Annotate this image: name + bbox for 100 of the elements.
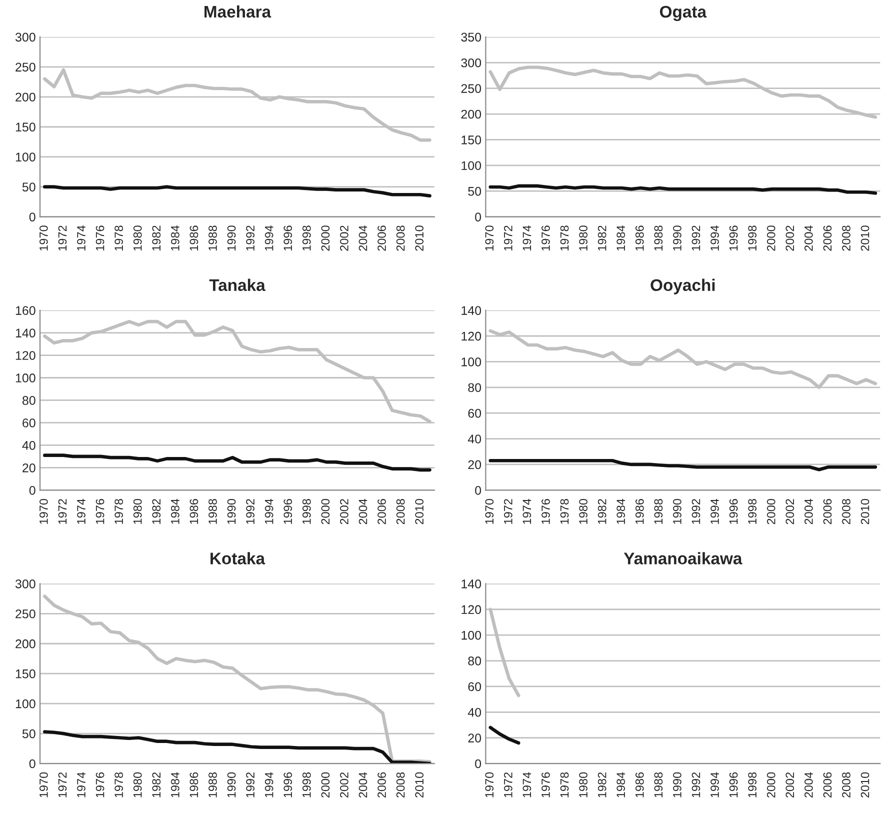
x-tick-label: 2002 (786, 499, 794, 524)
x-tick-label: 2006 (378, 499, 386, 524)
x-tick-label: 2004 (358, 772, 368, 798)
x-tick-label: 1994 (710, 772, 719, 798)
y-tick-label: 80 (22, 396, 36, 405)
line-series (488, 458, 878, 472)
y-tick-label: 20 (468, 460, 482, 470)
y-tick-label: 150 (462, 136, 482, 144)
x-tick-label: 1994 (264, 498, 274, 524)
x-tick-label: 2004 (804, 772, 813, 798)
x-tick-label: 1976 (96, 772, 104, 798)
x-tick-label: 1988 (654, 226, 663, 250)
x-tick-label: 1982 (598, 772, 606, 798)
x-tick-label: 2010 (860, 772, 870, 798)
y-tick-label: 250 (16, 62, 36, 72)
x-tick-label: 2000 (321, 498, 330, 524)
x-tick-label: 1990 (673, 498, 682, 524)
y-tick-label: 60 (468, 408, 482, 418)
x-tick-label: 1990 (227, 226, 236, 250)
x-tick-label: 1998 (302, 499, 311, 524)
x-tick-label: 1994 (264, 772, 274, 798)
x-tick-label: 1972 (504, 772, 512, 798)
y-tick-label: 40 (22, 441, 36, 450)
x-tick-label: 1984 (616, 225, 626, 250)
y-tick-label: 300 (461, 58, 482, 68)
x-tick-label: 1982 (598, 226, 606, 250)
x-tick-label: 2000 (321, 226, 330, 251)
x-tick-label: 1972 (58, 499, 67, 524)
x-tick-label: 1974 (522, 225, 532, 250)
x-tick-label: 1980 (133, 226, 142, 250)
x-tick-label: 1998 (748, 772, 757, 798)
y-tick-label: 250 (16, 609, 36, 618)
x-tick-label: 1986 (635, 226, 644, 250)
x-tick-label: 1970 (40, 226, 48, 250)
x-tick-label: 1992 (692, 772, 700, 798)
x-tick-label: 2004 (358, 498, 368, 524)
x-tick-label: 1990 (227, 498, 236, 524)
y-tick-label: 350 (461, 32, 482, 42)
line-series (488, 329, 878, 390)
y-tick-label: 20 (22, 463, 36, 472)
x-tick-label: 1998 (302, 226, 311, 250)
y-tick-label: 250 (461, 84, 482, 93)
x-tick-label: 2002 (786, 772, 794, 798)
x-tick-label: 1982 (152, 499, 161, 524)
x-tick-label: 2006 (823, 772, 832, 798)
x-tick-label: 1970 (485, 226, 494, 250)
y-tick-label: 100 (16, 699, 36, 708)
x-tick-label: 2002 (340, 226, 348, 251)
x-tick-label: 1970 (40, 498, 48, 524)
x-tick-label: 2010 (860, 498, 870, 524)
x-tick-label: 1984 (170, 225, 180, 250)
line-series (43, 454, 432, 472)
x-tick-label: 1994 (710, 498, 719, 524)
x-tick-label: 1994 (264, 225, 274, 250)
x-tick-label: 2010 (415, 226, 424, 251)
y-tick-label: 300 (15, 32, 36, 42)
chart-title: Maehara (204, 5, 272, 18)
chart-title: Ogata (660, 6, 707, 22)
line-series (43, 730, 432, 764)
x-tick-label: 1974 (77, 772, 86, 798)
x-tick-label: 1970 (485, 772, 494, 798)
line-series (43, 68, 432, 142)
x-tick-label: 1986 (635, 499, 644, 524)
x-tick-label: 2002 (786, 226, 794, 251)
x-tick-label: 1978 (114, 226, 123, 250)
x-tick-label: 1978 (114, 772, 123, 798)
y-tick-label: 0 (475, 759, 482, 768)
line-series (43, 185, 432, 198)
x-tick-label: 2004 (358, 225, 368, 251)
y-tick-label: 300 (15, 579, 36, 588)
x-tick-label: 1974 (522, 498, 532, 524)
y-tick-label: 200 (461, 110, 482, 119)
y-tick-label: 120 (462, 332, 482, 341)
x-tick-label: 1992 (692, 226, 700, 250)
x-tick-label: 2008 (396, 226, 405, 251)
x-tick-label: 1988 (654, 499, 663, 524)
x-tick-label: 1998 (748, 499, 757, 524)
x-tick-label: 2004 (804, 225, 813, 251)
y-tick-label: 50 (468, 186, 482, 196)
x-tick-label: 2000 (766, 498, 776, 524)
y-tick-label: 0 (29, 759, 36, 768)
x-tick-label: 1976 (542, 772, 550, 798)
y-tick-label: 0 (475, 212, 482, 222)
x-tick-label: 1980 (133, 498, 142, 524)
y-tick-label: 200 (16, 639, 36, 648)
x-tick-label: 1974 (77, 225, 86, 250)
x-tick-label: 1984 (170, 772, 180, 798)
y-tick-label: 140 (462, 579, 482, 588)
x-tick-label: 1990 (673, 226, 682, 250)
line-series (488, 726, 520, 745)
x-tick-label: 1980 (579, 498, 588, 524)
x-tick-label: 1996 (284, 226, 292, 250)
x-tick-label: 1988 (208, 499, 217, 524)
x-tick-label: 2006 (823, 226, 832, 251)
y-tick-label: 40 (468, 434, 482, 444)
x-tick-label: 1972 (58, 772, 67, 798)
x-tick-label: 2008 (842, 226, 850, 251)
x-tick-label: 2008 (396, 772, 405, 798)
x-tick-label: 1972 (58, 226, 67, 250)
x-tick-label: 1996 (729, 772, 738, 798)
